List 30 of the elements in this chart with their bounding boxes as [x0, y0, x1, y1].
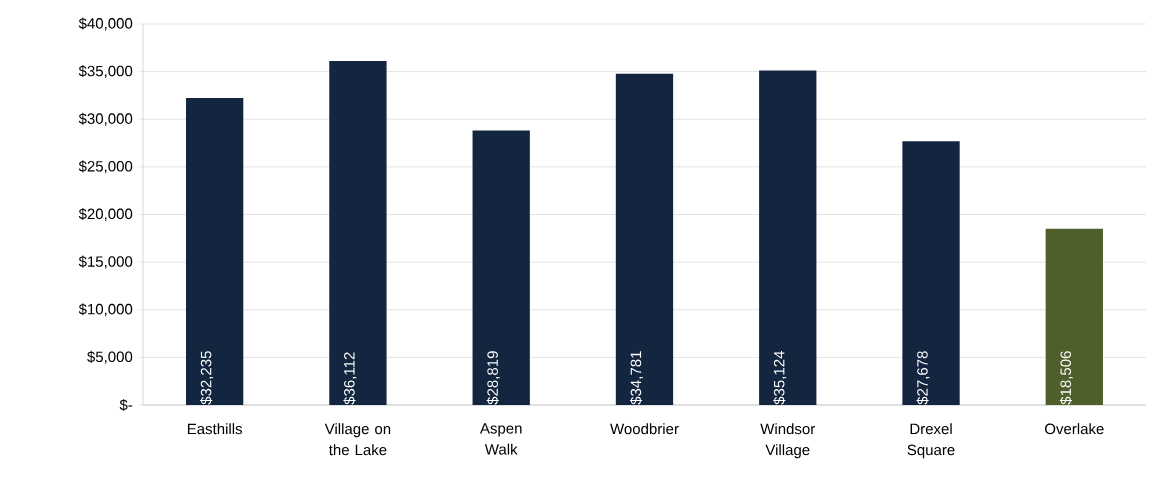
- bar: [759, 70, 817, 405]
- x-tick-label: Village on the Lake: [324, 423, 391, 456]
- data-label: $35,124: [773, 351, 787, 405]
- y-tick-label: $10,000: [78, 303, 133, 317]
- data-label: $34,781: [629, 351, 643, 405]
- data-label: $36,112: [343, 352, 357, 405]
- x-tick-label: Aspen Walk: [479, 423, 522, 455]
- y-tick-label: $15,000: [78, 255, 133, 269]
- data-label: $18,506: [1059, 351, 1073, 405]
- y-tick-label: $20,000: [78, 207, 133, 221]
- y-tick-label: $35,000: [78, 65, 133, 79]
- y-tick-label: $5,000: [87, 350, 133, 364]
- bar: [615, 73, 674, 405]
- bar: [329, 61, 387, 405]
- y-tick-label: $30,000: [78, 112, 133, 126]
- x-tick-label: Woodbrier: [610, 423, 679, 435]
- x-tick-label: Overlake: [1045, 423, 1104, 435]
- bar: [902, 141, 960, 405]
- bar: [185, 97, 244, 405]
- y-tick-label: $25,000: [78, 160, 133, 174]
- bar: [1045, 228, 1103, 405]
- data-label: $27,678: [916, 351, 930, 405]
- x-tick-label: Easthills: [187, 423, 243, 435]
- x-tick-label: Drexel Square: [907, 423, 955, 459]
- bar: [472, 130, 530, 405]
- x-tick-label: Windsor Village: [760, 423, 816, 459]
- y-tick-label: $40,000: [78, 17, 133, 31]
- y-tick-label: $-: [119, 398, 133, 412]
- data-label: $32,235: [200, 351, 214, 405]
- data-label: $28,819: [486, 351, 500, 405]
